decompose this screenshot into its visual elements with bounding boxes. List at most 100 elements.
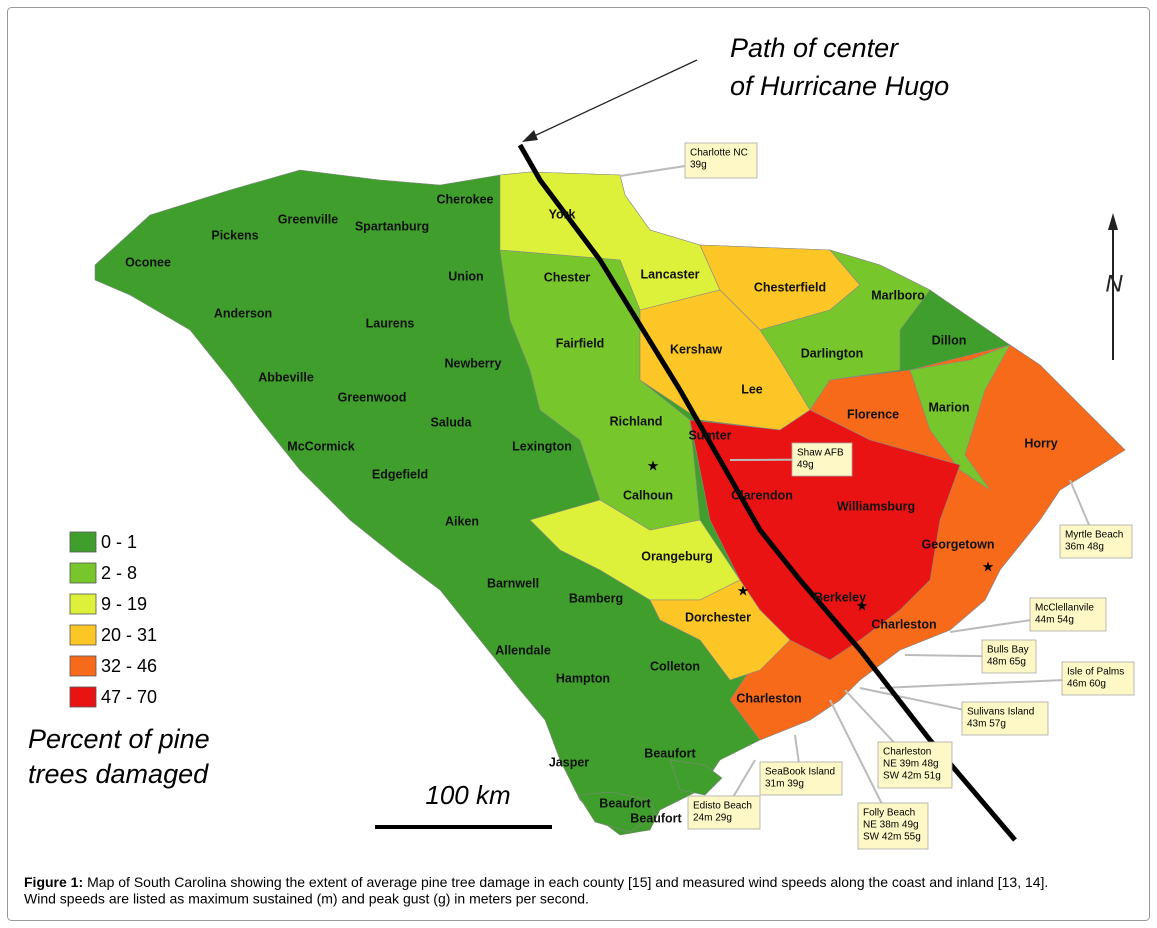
county-label: Pickens <box>211 228 258 242</box>
callout-box <box>1059 524 1133 559</box>
county-label: Lexington <box>512 439 572 453</box>
callout-text: 39g <box>690 160 707 171</box>
callout-text: 46m 60g <box>1067 679 1106 690</box>
county-label: Berkeley <box>814 590 866 604</box>
legend-label: 2 - 8 <box>101 563 137 583</box>
county-label: Kershaw <box>670 342 722 356</box>
caption-text: Wind speeds are listed as maximum sustai… <box>24 891 589 907</box>
caption-label: Figure 1: <box>24 874 83 890</box>
callout-box <box>877 741 953 789</box>
callout-text: SeaBook Island <box>765 767 835 778</box>
county-label: Charleston <box>871 617 936 631</box>
legend-label: 20 - 31 <box>101 625 157 645</box>
callout-text: Myrtle Beach <box>1065 530 1123 541</box>
county-label: Abbeville <box>258 370 314 384</box>
callout-text: NE 39m 48g <box>883 759 939 770</box>
county-label: Dillon <box>932 333 967 347</box>
county-label: Cherokee <box>437 192 494 206</box>
legend-title: trees damaged <box>28 759 209 789</box>
callout-box <box>791 442 853 477</box>
callout-text: 43m 57g <box>967 719 1006 730</box>
callout-text: Edisto Beach <box>693 801 752 812</box>
county-label: Spartanburg <box>355 219 429 233</box>
county-label: Chesterfield <box>754 280 826 294</box>
county-label: Bamberg <box>569 591 623 605</box>
county-label: Lee <box>741 382 763 396</box>
county-label: Beaufort <box>644 746 696 760</box>
county-label: Charleston <box>736 691 801 705</box>
county-label: Florence <box>847 407 899 421</box>
island <box>669 759 723 796</box>
county-label: Allendale <box>495 643 551 657</box>
legend: 0 - 1 2 - 8 9 - 19 20 - 31 32 - 46 47 - 70 <box>69 531 157 708</box>
county-label: Fairfield <box>556 336 605 350</box>
star: ★ <box>982 559 995 575</box>
county-label: Jasper <box>549 755 589 769</box>
annotation-arrow <box>531 59 698 138</box>
star: ★ <box>737 583 750 599</box>
state-map <box>94 169 1126 836</box>
county-label: Chester <box>544 270 591 284</box>
caption: Figure 1: Map of South Carolina showing t… <box>24 874 1048 890</box>
callout-text: Bulls Bay <box>987 645 1029 656</box>
callout-text: 24m 29g <box>693 813 732 824</box>
county-label: Marlboro <box>871 288 925 302</box>
county-label: Oconee <box>125 255 171 269</box>
county-label: Greenville <box>278 212 338 226</box>
scale-label: 100 km <box>425 780 510 810</box>
island <box>577 791 656 833</box>
legend-label: 32 - 46 <box>101 656 157 676</box>
callout-text: Charleston <box>883 747 931 758</box>
legend-swatch <box>69 624 97 646</box>
callout-text: Isle of Palms <box>1067 667 1124 678</box>
county-label: Beaufort <box>630 811 682 825</box>
callout-text: 31m 39g <box>765 779 804 790</box>
county-labels: Cherokee Greenville Spartanburg Pickens Ocon… <box>125 192 1058 825</box>
county-label: McCormick <box>287 439 354 453</box>
county-label: York <box>549 207 576 221</box>
callout-text: Folly Beach <box>863 808 915 819</box>
stars: ★ ★ ★ ★ <box>647 458 995 614</box>
callout-text: 48m 65g <box>987 657 1026 668</box>
county-label: Georgetown <box>922 537 995 551</box>
county-label: Williamsburg <box>837 499 915 513</box>
callout-box <box>961 701 1049 736</box>
annotation-text: Path of center <box>730 33 899 63</box>
callout-text: 36m 48g <box>1065 542 1104 553</box>
county-label: Newberry <box>445 356 502 370</box>
callout-text: Shaw AFB <box>797 448 844 459</box>
callout-box <box>759 761 843 796</box>
county-region <box>649 579 791 681</box>
callout-text: Charlotte NC <box>690 148 748 159</box>
legend-label: 9 - 19 <box>101 594 147 614</box>
legend-swatch <box>69 593 97 615</box>
callout-box <box>684 142 758 179</box>
county-label: Edgefield <box>372 467 428 481</box>
callout-box <box>1061 661 1135 696</box>
north-arrow-head <box>1108 213 1118 230</box>
star: ★ <box>856 598 869 614</box>
county-label: Dorchester <box>685 610 751 624</box>
county-label: Horry <box>1024 436 1057 450</box>
county-label: Marion <box>929 400 970 414</box>
callout-text: SW 42m 51g <box>883 771 941 782</box>
arrow-head <box>522 130 538 142</box>
callout-box <box>857 802 929 850</box>
legend-title: Percent of pine <box>28 724 210 754</box>
legend-swatch <box>69 655 97 677</box>
callout-text: NE 38m 49g <box>863 820 919 831</box>
county-label: Barnwell <box>487 576 539 590</box>
county-label: Colleton <box>650 659 700 673</box>
county-label: Calhoun <box>623 488 673 502</box>
star: ★ <box>647 458 660 474</box>
callout-text: SW 42m 55g <box>863 832 921 843</box>
legend-label: 0 - 1 <box>101 532 137 552</box>
county-label: Richland <box>610 414 663 428</box>
county-label: Orangeburg <box>641 549 713 563</box>
county-label: Darlington <box>801 346 864 360</box>
county-label: Sumter <box>688 428 731 442</box>
north-label: N <box>1105 270 1123 297</box>
callout-box <box>981 639 1037 674</box>
